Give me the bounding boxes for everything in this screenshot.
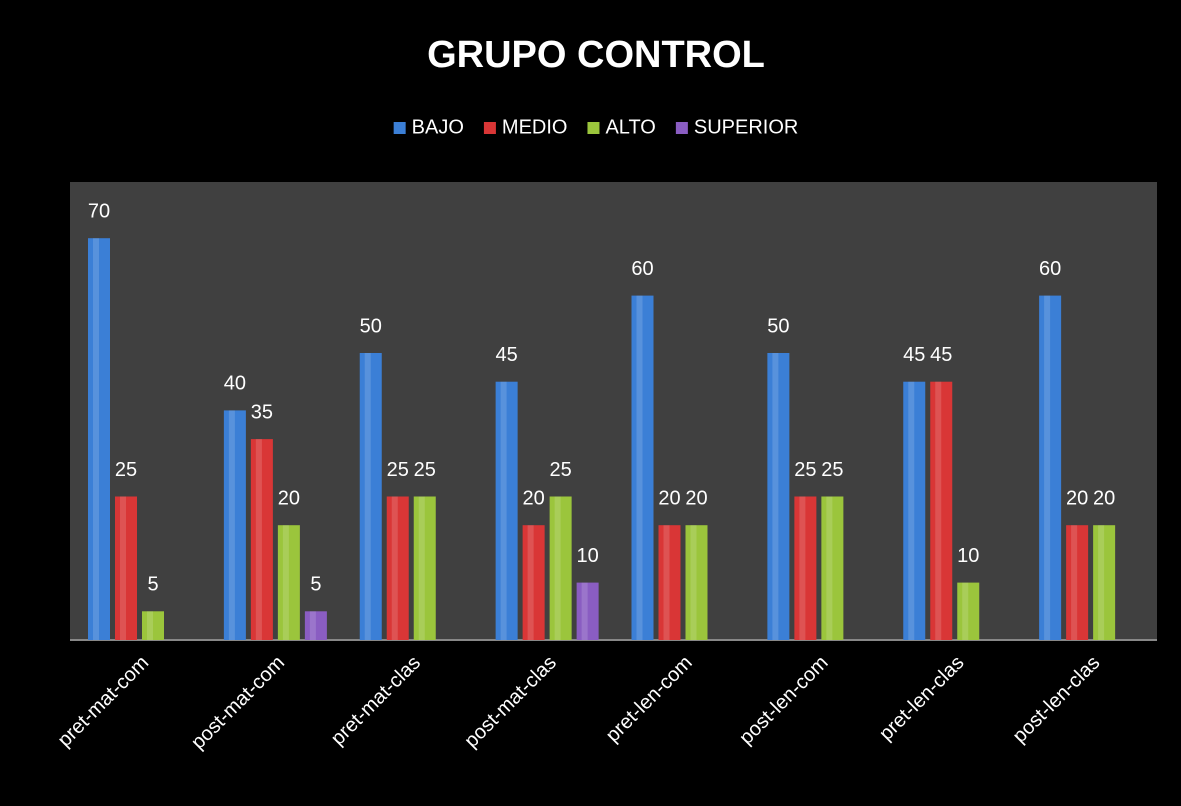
bar-highlight bbox=[690, 525, 697, 640]
bar-highlight bbox=[1044, 295, 1051, 640]
bar-highlight bbox=[527, 525, 534, 640]
value-label: 20 bbox=[278, 487, 300, 509]
bar bbox=[903, 381, 926, 640]
value-label: 25 bbox=[414, 459, 436, 481]
bar-highlight bbox=[826, 496, 833, 640]
bar bbox=[685, 525, 708, 640]
value-label: 20 bbox=[685, 487, 707, 509]
bar-highlight bbox=[772, 353, 779, 640]
bar-highlight bbox=[282, 525, 289, 640]
bar-highlight bbox=[364, 353, 371, 640]
value-label: 10 bbox=[577, 545, 599, 567]
legend-swatch bbox=[587, 122, 600, 134]
bar-highlight bbox=[228, 410, 235, 640]
bar-highlight bbox=[1071, 525, 1078, 640]
value-label: 70 bbox=[88, 200, 110, 222]
bar bbox=[386, 496, 409, 640]
bar bbox=[1093, 525, 1116, 640]
legend-label: SUPERIOR bbox=[694, 116, 798, 138]
value-label: 50 bbox=[767, 315, 789, 337]
value-label: 25 bbox=[387, 459, 409, 481]
legend-label: BAJO bbox=[412, 116, 464, 138]
bar bbox=[277, 525, 300, 640]
bar bbox=[359, 353, 382, 640]
bar-highlight bbox=[908, 381, 915, 640]
bar-highlight bbox=[120, 496, 126, 640]
bar bbox=[88, 238, 110, 640]
value-label: 45 bbox=[930, 344, 952, 366]
legend-label: ALTO bbox=[605, 116, 655, 138]
bar-highlight bbox=[554, 496, 561, 640]
value-label: 25 bbox=[794, 459, 816, 481]
bar bbox=[115, 496, 137, 640]
value-label: 45 bbox=[903, 344, 925, 366]
bar-highlight bbox=[799, 496, 806, 640]
bar bbox=[223, 410, 246, 640]
value-label: 60 bbox=[1039, 258, 1061, 280]
bar bbox=[576, 582, 599, 640]
value-label: 20 bbox=[1093, 487, 1115, 509]
value-label: 60 bbox=[631, 258, 653, 280]
bar bbox=[957, 582, 980, 640]
value-label: 40 bbox=[224, 373, 246, 395]
bar bbox=[794, 496, 817, 640]
chart-title: GRUPO CONTROL bbox=[427, 34, 765, 76]
value-label: 25 bbox=[550, 459, 572, 481]
bar bbox=[304, 611, 327, 640]
value-label: 25 bbox=[821, 459, 843, 481]
value-label: 35 bbox=[251, 401, 273, 423]
bar bbox=[1039, 295, 1062, 640]
bar-highlight bbox=[636, 295, 643, 640]
bar-highlight bbox=[309, 611, 316, 640]
bar-highlight bbox=[418, 496, 425, 640]
bar-highlight bbox=[962, 582, 969, 640]
bar-highlight bbox=[1098, 525, 1105, 640]
value-label: 20 bbox=[1066, 487, 1088, 509]
bar bbox=[142, 611, 164, 640]
bar bbox=[522, 525, 545, 640]
bar-highlight bbox=[391, 496, 398, 640]
legend-swatch bbox=[393, 122, 406, 134]
bar-highlight bbox=[147, 611, 153, 640]
legend-label: MEDIO bbox=[502, 116, 568, 138]
bar-highlight bbox=[500, 381, 507, 640]
value-label: 50 bbox=[360, 315, 382, 337]
value-label: 25 bbox=[115, 459, 137, 481]
bar bbox=[1066, 525, 1089, 640]
bar bbox=[549, 496, 572, 640]
bar bbox=[658, 525, 681, 640]
bar bbox=[767, 353, 790, 640]
bar-highlight bbox=[255, 439, 262, 640]
bar bbox=[495, 381, 518, 640]
value-label: 5 bbox=[310, 574, 321, 596]
value-label: 5 bbox=[147, 574, 158, 596]
bar bbox=[413, 496, 436, 640]
legend-swatch bbox=[483, 122, 496, 134]
bar bbox=[631, 295, 654, 640]
bar bbox=[930, 381, 953, 640]
value-label: 45 bbox=[496, 344, 518, 366]
bar-highlight bbox=[581, 582, 588, 640]
bar-highlight bbox=[663, 525, 670, 640]
value-label: 20 bbox=[658, 487, 680, 509]
value-label: 10 bbox=[957, 545, 979, 567]
legend-swatch bbox=[675, 122, 688, 134]
value-label: 20 bbox=[523, 487, 545, 509]
bar bbox=[250, 439, 273, 640]
bar bbox=[821, 496, 844, 640]
bar-highlight bbox=[93, 238, 99, 640]
bar-highlight bbox=[935, 381, 942, 640]
